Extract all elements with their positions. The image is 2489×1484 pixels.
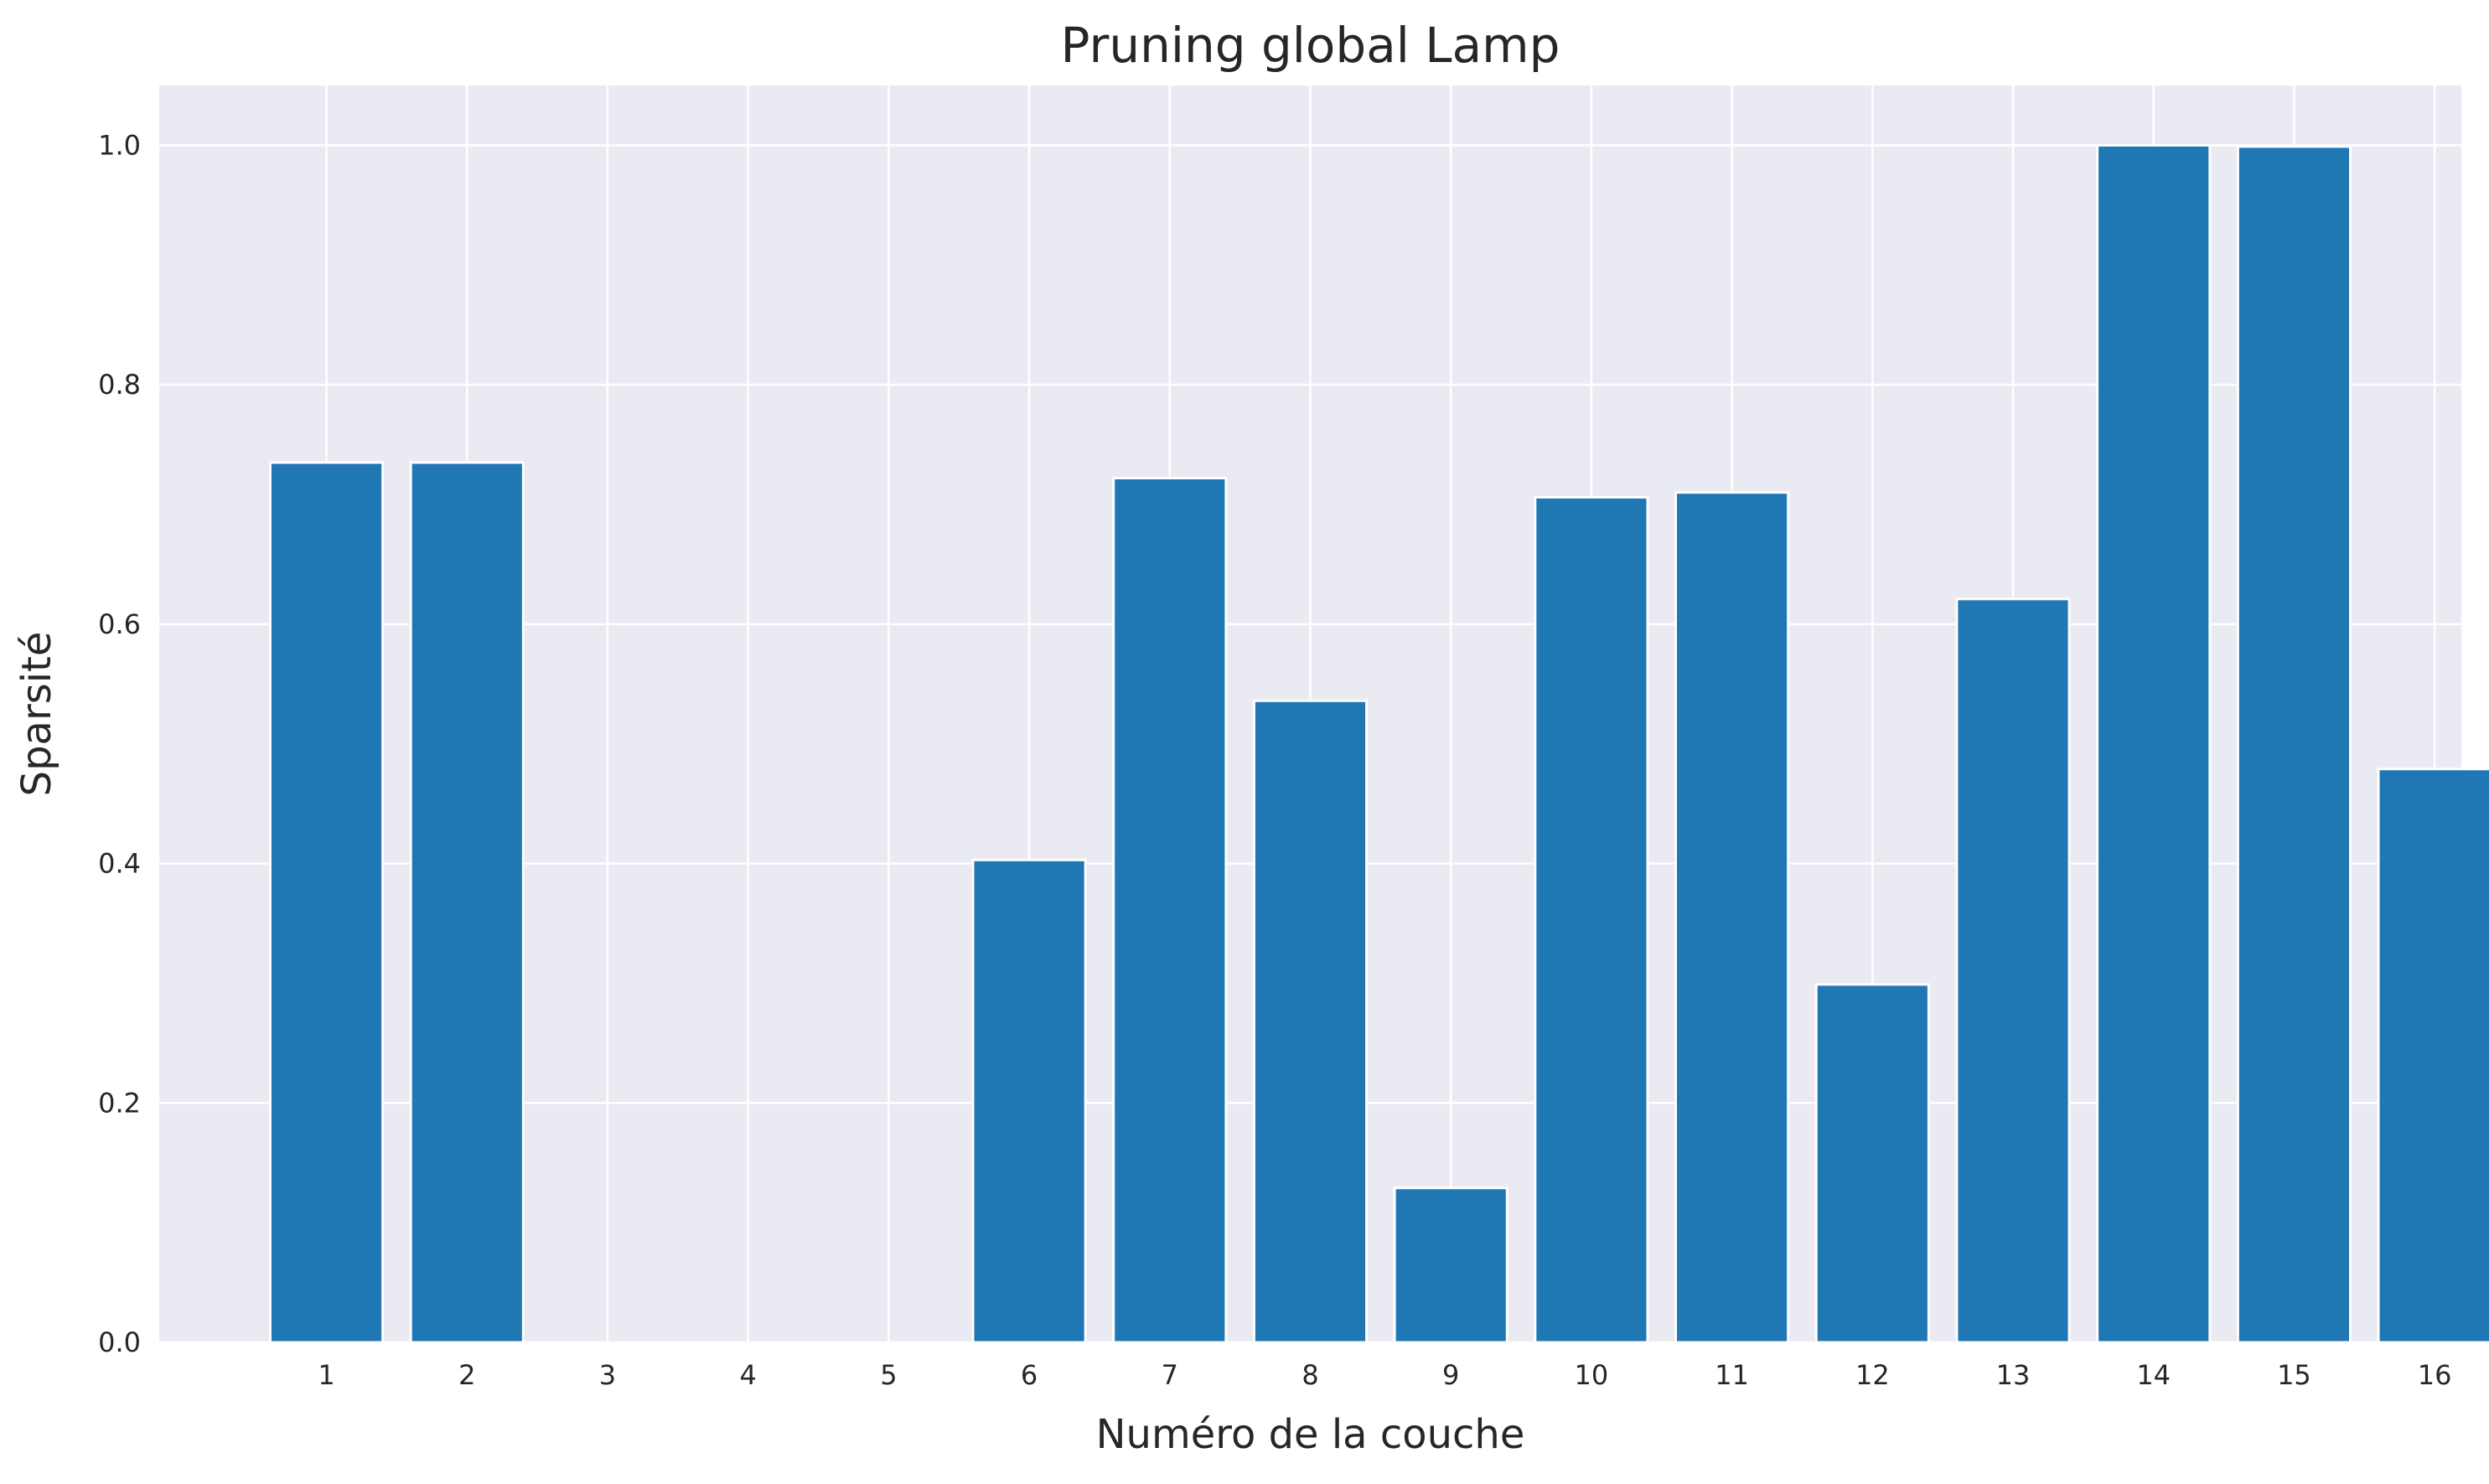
x-tick-label: 1: [318, 1359, 334, 1391]
x-tick-label: 15: [2277, 1359, 2311, 1391]
x-tick-label: 6: [1021, 1359, 1038, 1391]
y-tick-label: 0.8: [98, 369, 141, 401]
bar-layer-7: [1112, 477, 1228, 1344]
x-axis-label: Numéro de la couche: [1096, 1411, 1525, 1458]
x-tick-labels: 1 2 3 4 5 6 7 8 9 10 11 12 13 14 15 16: [318, 1359, 2451, 1391]
y-axis-label: Sparsité: [13, 632, 60, 797]
x-tick-label: 9: [1442, 1359, 1459, 1391]
bars: [268, 143, 2489, 1344]
x-tick-label: 2: [458, 1359, 475, 1391]
x-tick-label: 13: [1996, 1359, 2031, 1391]
y-tick-label: 0.4: [98, 848, 141, 880]
bar-layer-15: [2236, 145, 2352, 1344]
x-tick-label: 16: [2418, 1359, 2452, 1391]
bar-layer-1: [268, 461, 385, 1344]
x-tick-label: 11: [1715, 1359, 1749, 1391]
x-tick-label: 4: [740, 1359, 757, 1391]
x-tick-label: 5: [880, 1359, 897, 1391]
x-tick-label: 3: [599, 1359, 616, 1391]
y-tick-label: 0.2: [98, 1087, 141, 1119]
y-tick-label: 1.0: [98, 129, 141, 161]
y-tick-label: 0.6: [98, 608, 141, 640]
bar-layer-10: [1534, 495, 1649, 1344]
chart-title: Pruning global Lamp: [1061, 17, 1560, 74]
x-tick-label: 10: [1575, 1359, 1609, 1391]
bar-layer-9: [1393, 1187, 1508, 1344]
y-tick-labels: 0.0 0.2 0.4 0.6 0.8 1.0: [98, 129, 141, 1358]
bar-layer-12: [1814, 983, 1930, 1344]
x-tick-label: 8: [1301, 1359, 1318, 1391]
bar-layer-6: [971, 858, 1087, 1344]
x-tick-label: 14: [2136, 1359, 2171, 1391]
bar-layer-14: [2096, 143, 2212, 1344]
bar-layer-11: [1674, 491, 1790, 1344]
y-tick-label: 0.0: [98, 1326, 141, 1358]
bar-layer-2: [409, 461, 525, 1344]
bar-layer-13: [1955, 597, 2071, 1344]
x-tick-label: 12: [1855, 1359, 1890, 1391]
bar-layer-8: [1252, 699, 1369, 1344]
x-tick-label: 7: [1162, 1359, 1178, 1391]
bar-layer-16: [2377, 768, 2489, 1344]
